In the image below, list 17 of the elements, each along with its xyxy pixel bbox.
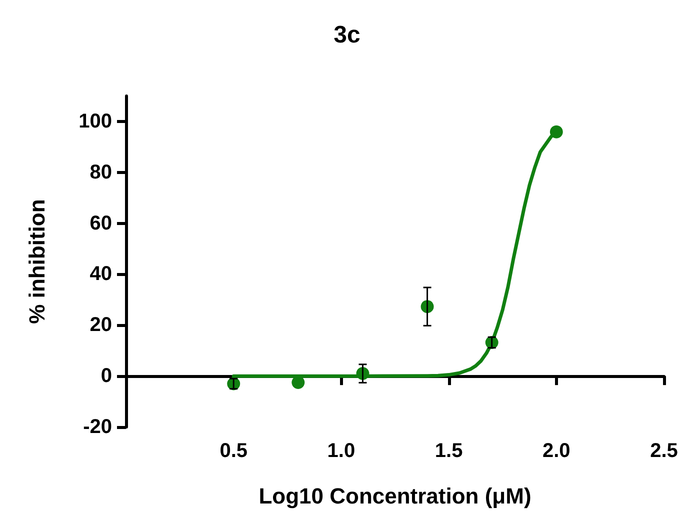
y-tick-label: 0 — [100, 365, 112, 388]
y-tick-label: 60 — [90, 212, 112, 234]
x-tick-label: 1.0 — [327, 440, 356, 462]
point — [292, 376, 305, 389]
x-axis-title: Log10 Concentration (μM) — [258, 484, 532, 508]
x-tick-label: 1.5 — [434, 440, 463, 462]
y-tick-label: 20 — [90, 314, 112, 336]
y-tick-label: 80 — [90, 161, 112, 184]
x-tick-label: 0.5 — [220, 440, 248, 462]
y-tick-label: 40 — [90, 263, 112, 286]
x-tick-label: 2.5 — [650, 440, 678, 462]
x-tick-label: 2.0 — [542, 440, 570, 462]
y-axis-title: % inhibition — [24, 199, 50, 324]
chart-title: 3c — [334, 22, 360, 48]
point — [550, 125, 563, 138]
y-tick-label: -20 — [83, 416, 112, 438]
y-tick-label: 100 — [78, 110, 112, 132]
